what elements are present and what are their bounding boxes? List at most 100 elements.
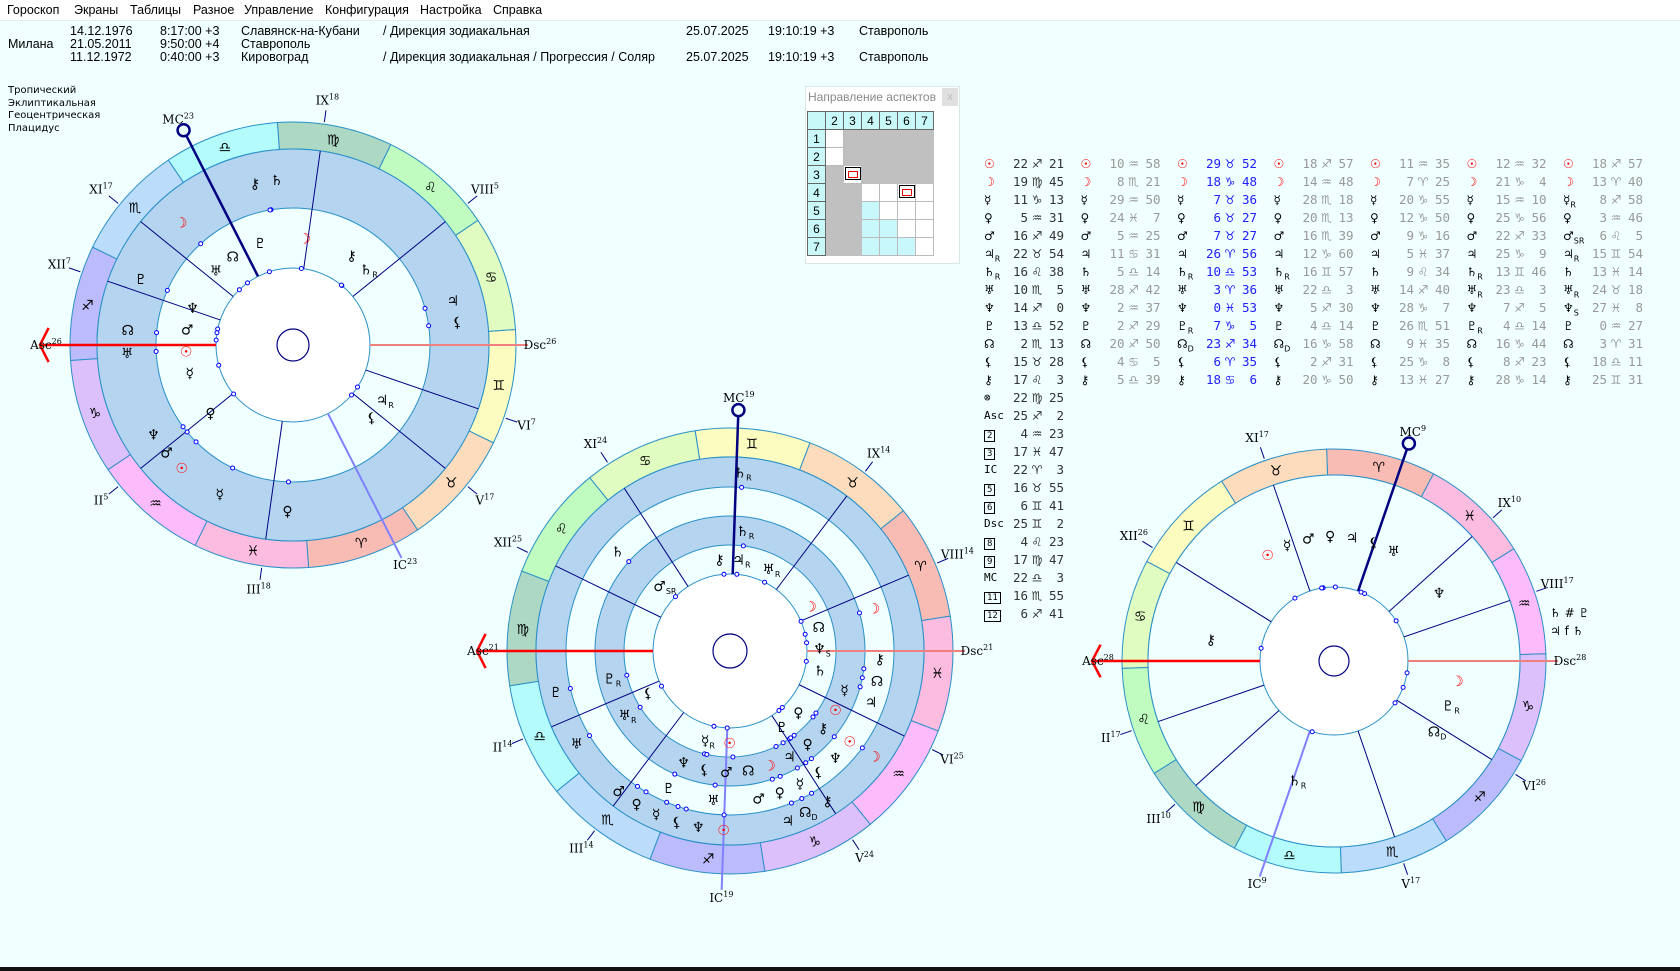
grid-cell[interactable] <box>879 183 898 202</box>
planet-position-dot <box>567 686 573 692</box>
grid-cell[interactable] <box>879 129 898 148</box>
degree: 3 <box>1599 336 1607 351</box>
grid-cell[interactable] <box>897 165 916 184</box>
minute: 5 <box>1056 282 1064 297</box>
grid-cell[interactable] <box>843 237 862 256</box>
menu-item[interactable]: Справка <box>493 3 543 17</box>
grid-cell[interactable] <box>825 201 844 220</box>
grid-cell[interactable] <box>843 201 862 220</box>
glyph: ♆ <box>1080 301 1092 315</box>
grid-cell[interactable] <box>915 183 934 202</box>
house-cusp-line <box>1388 536 1473 612</box>
house-box: 6 <box>984 502 996 514</box>
setting-label: Эклиптикальная <box>8 97 96 109</box>
grid-cell[interactable] <box>879 165 898 184</box>
grid-cell[interactable] <box>861 201 880 220</box>
grid-cell[interactable] <box>879 237 898 256</box>
sign-glyph: ♏ <box>1321 193 1332 207</box>
house-cusp-line <box>1175 562 1272 623</box>
grid-cell[interactable] <box>825 147 844 166</box>
minute: 36 <box>1241 282 1257 297</box>
menu-item[interactable]: Настройка <box>420 3 482 17</box>
grid-cell[interactable] <box>825 219 844 238</box>
grid-cell[interactable] <box>861 183 880 202</box>
menu-item[interactable]: Управление <box>244 3 314 17</box>
degree: 15 <box>1012 354 1028 369</box>
grid-cell[interactable] <box>825 237 844 256</box>
minute: 8 <box>1442 354 1450 369</box>
grid-cell[interactable] <box>915 129 934 148</box>
cusp-name: IC <box>1248 877 1262 891</box>
sign-glyph: ♒ <box>1610 319 1622 333</box>
header-ref-place: Ставрополь <box>859 50 929 64</box>
close-button[interactable]: x <box>942 88 958 106</box>
grid-cell[interactable] <box>825 165 844 184</box>
cusp-name: Dsc <box>961 644 984 658</box>
sign-glyph: ♐ <box>1224 337 1236 351</box>
grid-cell[interactable] <box>897 129 916 148</box>
glyph: ☊ <box>1466 337 1478 351</box>
minute: 3 <box>1056 570 1064 585</box>
glyph: ♂ <box>1177 229 1188 243</box>
grid-cell[interactable] <box>915 165 934 184</box>
planet-position-dot <box>711 723 717 729</box>
grid-cell[interactable] <box>897 219 916 238</box>
setting-label: Тропический <box>8 85 77 96</box>
house-cusp-tick <box>852 839 860 851</box>
planet-glyph: ☽ <box>1563 173 1583 191</box>
degree: 23 <box>1205 336 1221 351</box>
menu-item[interactable]: Таблицы <box>130 3 182 17</box>
planet-glyph: ♅ <box>121 346 134 362</box>
grid-cell[interactable] <box>861 165 880 184</box>
grid-cell[interactable] <box>915 201 934 220</box>
planet-glyph: ♆ <box>1274 299 1294 317</box>
grid-cell[interactable] <box>915 237 934 256</box>
grid-cell[interactable] <box>879 219 898 238</box>
aspect-direction-icon[interactable] <box>844 166 861 180</box>
grid-cell[interactable] <box>879 201 898 220</box>
planet-glyph: ☽ <box>1177 173 1197 191</box>
header-ref-date: 25.07.2025 <box>686 50 749 64</box>
grid-cell[interactable] <box>861 147 880 166</box>
sign-glyph: ♑ <box>1224 319 1236 333</box>
midheaven-marker-icon <box>1401 436 1417 451</box>
menu-item[interactable]: Гороскоп <box>7 3 60 17</box>
sign-glyph: ♐ <box>1514 301 1525 315</box>
zodiac-sign-glyph: ♈ <box>914 559 927 575</box>
menu-item[interactable]: Экраны <box>74 3 119 17</box>
sign-glyph: ♑ <box>1031 193 1043 207</box>
grid-cell[interactable] <box>843 183 862 202</box>
grid-cell[interactable] <box>915 219 934 238</box>
grid-cell[interactable] <box>897 237 916 256</box>
degree: 10 <box>1205 264 1221 279</box>
planet-glyph: ♀ <box>984 209 1004 227</box>
grid-cell[interactable] <box>879 147 898 166</box>
degree: 3 <box>1213 282 1221 297</box>
grid-cell[interactable] <box>843 165 862 184</box>
grid-cell[interactable] <box>861 219 880 238</box>
menu-item[interactable]: Конфигурация <box>325 3 409 17</box>
grid-cell[interactable] <box>897 201 916 220</box>
grid-cell[interactable] <box>825 129 844 148</box>
grid-cell[interactable] <box>843 147 862 166</box>
menu-item[interactable]: Разное <box>193 3 235 17</box>
grid-cell[interactable] <box>915 147 934 166</box>
glyph: ⚸ <box>1370 355 1379 369</box>
planet-glyph: ♂ <box>1177 227 1197 245</box>
sign-glyph: ♒ <box>1031 427 1043 441</box>
aspect-direction-icon[interactable] <box>898 184 915 198</box>
grid-cell[interactable] <box>861 129 880 148</box>
grid-cell[interactable] <box>843 129 862 148</box>
planet-glyph: ☊ <box>871 674 883 690</box>
grid-cell[interactable] <box>897 147 916 166</box>
panel-title: Направление аспектов <box>808 90 936 104</box>
grid-cell[interactable] <box>897 183 916 202</box>
planet-glyph: ♂ <box>752 791 765 807</box>
grid-cell[interactable] <box>825 183 844 202</box>
planet-glyph: ♂ <box>1467 227 1487 245</box>
minute: 13 <box>1048 192 1064 207</box>
planet-glyph: ♆ <box>984 299 1004 317</box>
cusp-name: XI <box>89 183 103 197</box>
grid-cell[interactable] <box>843 219 862 238</box>
grid-cell[interactable] <box>861 237 880 256</box>
